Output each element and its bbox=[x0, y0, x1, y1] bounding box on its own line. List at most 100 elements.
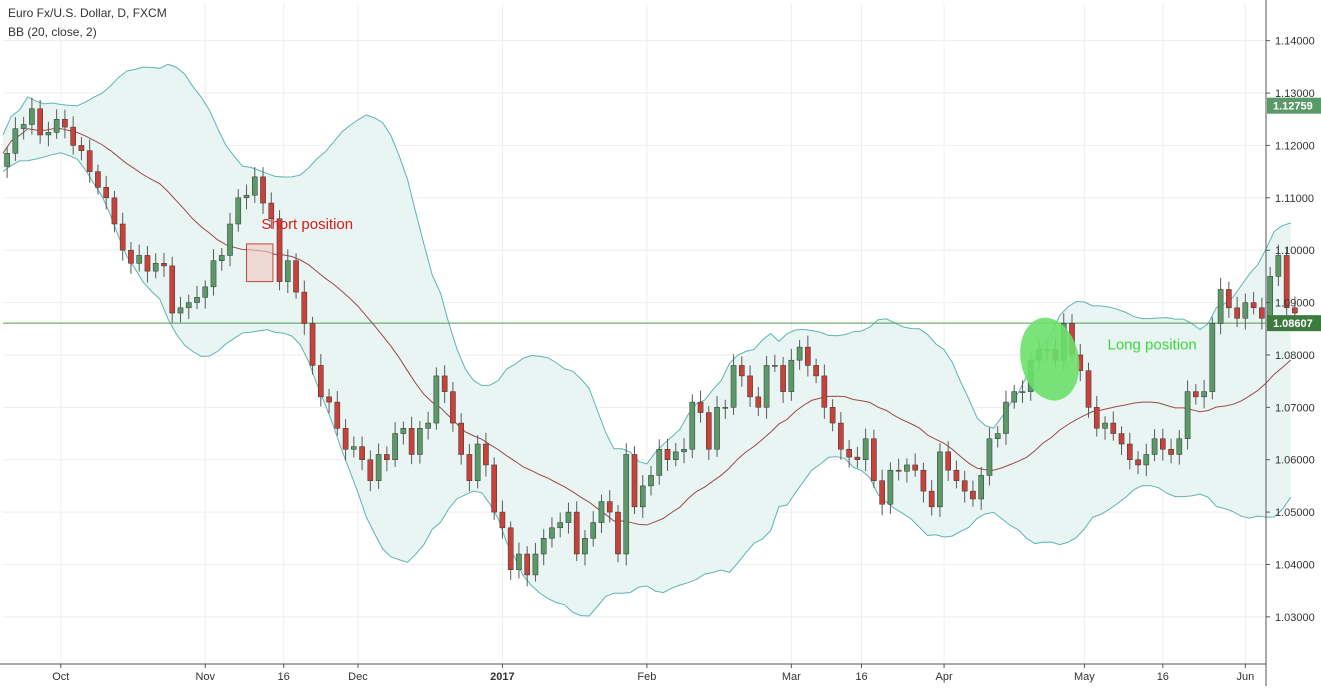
candle bbox=[516, 542, 522, 579]
candle-down bbox=[86, 150, 93, 172]
current-price-badge: 1.12759 bbox=[1267, 97, 1321, 114]
candle bbox=[1193, 384, 1199, 405]
candle-up bbox=[730, 365, 737, 408]
candle-up bbox=[1019, 391, 1026, 393]
candle-down bbox=[450, 391, 456, 424]
candle-up bbox=[598, 501, 605, 523]
candle bbox=[235, 189, 242, 232]
candle bbox=[384, 446, 390, 472]
candle bbox=[474, 435, 481, 489]
candle bbox=[755, 386, 762, 417]
candle bbox=[994, 426, 1001, 448]
candle-down bbox=[871, 438, 877, 481]
candle-down bbox=[326, 396, 332, 403]
candle bbox=[623, 443, 630, 566]
candle bbox=[20, 116, 27, 140]
candle-down bbox=[408, 428, 415, 455]
candle-up bbox=[433, 375, 440, 424]
candle-up bbox=[689, 401, 696, 450]
candle bbox=[284, 249, 291, 294]
candle-down bbox=[615, 511, 621, 555]
candle-up bbox=[887, 469, 894, 505]
candle-down bbox=[458, 422, 464, 455]
candle bbox=[1160, 428, 1166, 461]
candle-down bbox=[1118, 433, 1125, 445]
candle-up bbox=[29, 108, 35, 125]
candle-down bbox=[334, 401, 341, 429]
candle bbox=[367, 450, 374, 492]
candle-down bbox=[1160, 438, 1166, 450]
candle bbox=[813, 358, 819, 384]
candle-up bbox=[1267, 276, 1273, 319]
candle bbox=[1283, 247, 1290, 319]
candle bbox=[862, 428, 869, 472]
candle-up bbox=[681, 448, 687, 453]
candle-down bbox=[268, 202, 275, 220]
candle-down bbox=[854, 456, 861, 460]
price-tick-label: 1.05000 bbox=[1275, 507, 1315, 519]
candle bbox=[326, 388, 332, 414]
candle bbox=[722, 399, 729, 419]
candle-down bbox=[78, 145, 85, 151]
candle bbox=[532, 542, 539, 582]
candle-down bbox=[62, 118, 68, 128]
candle-down bbox=[928, 490, 935, 508]
candle-up bbox=[417, 428, 423, 455]
candle bbox=[681, 438, 687, 464]
candle-up bbox=[557, 522, 564, 529]
candle bbox=[788, 348, 795, 401]
candle bbox=[821, 364, 828, 419]
candle-up bbox=[185, 302, 192, 309]
short-position-box bbox=[246, 243, 274, 283]
candle bbox=[301, 280, 308, 335]
candle-up bbox=[400, 428, 407, 434]
candle bbox=[1275, 244, 1282, 287]
candle-down bbox=[1283, 255, 1290, 309]
candle bbox=[450, 381, 456, 432]
candle bbox=[268, 192, 275, 229]
candle-up bbox=[549, 527, 555, 539]
candle-down bbox=[301, 291, 308, 324]
candle-down bbox=[491, 464, 497, 513]
candle bbox=[540, 529, 547, 566]
candle bbox=[1151, 429, 1158, 462]
candle-up bbox=[375, 454, 382, 481]
candle-up bbox=[152, 263, 159, 272]
candle bbox=[648, 465, 654, 496]
candle-up bbox=[648, 475, 654, 487]
candle bbox=[986, 427, 993, 486]
price-tick-label: 1.07000 bbox=[1275, 402, 1315, 414]
price-tick-label: 1.08000 bbox=[1275, 350, 1315, 362]
candle bbox=[590, 511, 597, 547]
candle bbox=[697, 390, 704, 423]
candle bbox=[177, 296, 184, 323]
candle-up bbox=[1209, 323, 1216, 392]
candle-down bbox=[573, 511, 580, 555]
candle bbox=[1201, 380, 1207, 409]
horizontal-level-badge: 1.08607 bbox=[1267, 315, 1321, 332]
candle-down bbox=[697, 401, 704, 413]
candle-up bbox=[1217, 289, 1224, 324]
candle-down bbox=[838, 422, 844, 450]
candle-up bbox=[194, 297, 200, 303]
candle-up bbox=[763, 365, 770, 408]
candle bbox=[904, 458, 910, 483]
price-tick-label: 1.11000 bbox=[1275, 193, 1314, 205]
candle bbox=[169, 256, 176, 323]
candle bbox=[1209, 317, 1216, 400]
candle-up bbox=[623, 454, 630, 555]
candle bbox=[466, 443, 473, 492]
price-tick-label: 1.13000 bbox=[1275, 88, 1315, 100]
price-tick-label: 1.10000 bbox=[1275, 245, 1315, 257]
candle-down bbox=[309, 323, 316, 366]
candle bbox=[251, 167, 258, 203]
candle-down bbox=[441, 375, 448, 392]
candle bbox=[4, 147, 10, 178]
candle-down bbox=[606, 501, 613, 513]
candle-down bbox=[70, 126, 76, 146]
candle bbox=[318, 354, 324, 407]
candle-up bbox=[218, 255, 225, 261]
time-tick-label: Oct bbox=[52, 671, 69, 683]
